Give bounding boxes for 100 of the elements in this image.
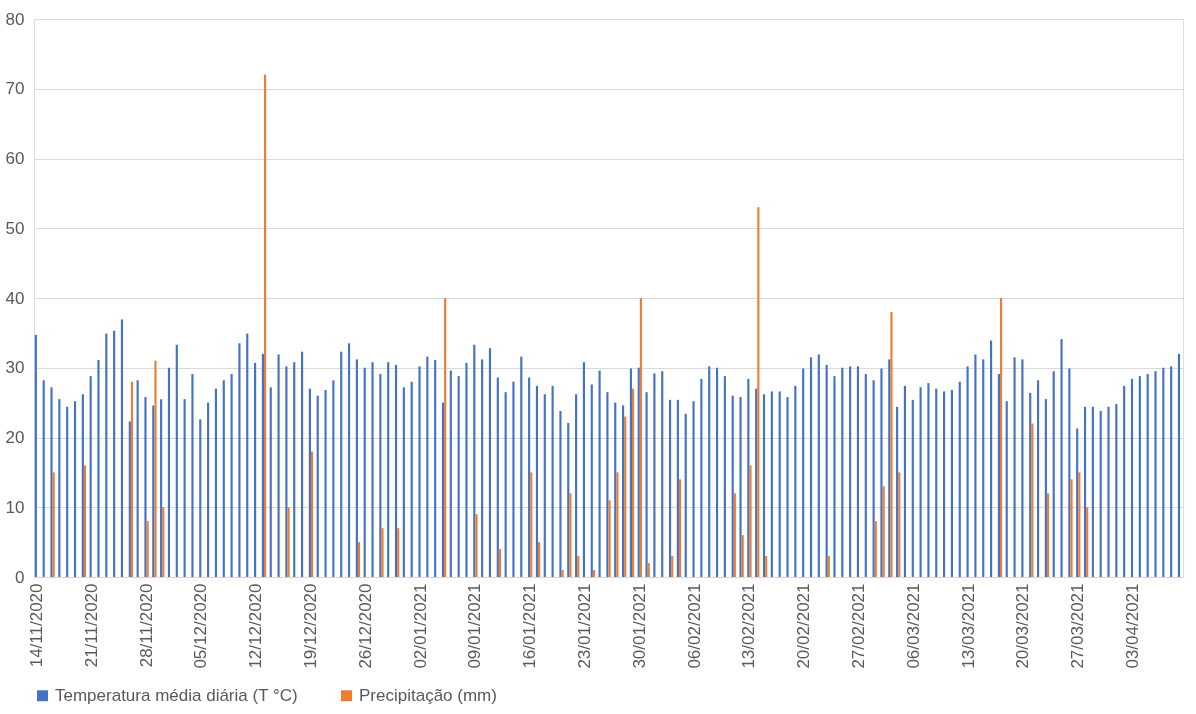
bar [598,370,601,577]
bar [577,556,580,577]
bar [332,380,335,577]
bar [543,394,546,577]
bar [1068,368,1071,577]
bar [324,390,327,577]
bar [958,381,961,577]
bar [222,380,225,577]
bar [130,381,134,577]
x-tick-label: 12/12/2020 [246,583,266,669]
bar [175,344,178,577]
bar [561,570,564,577]
y-tick-label: 30 [5,358,25,378]
bar [136,380,139,577]
bar [246,333,249,577]
bar [538,542,541,577]
bar [504,392,507,577]
bar [146,521,149,577]
bar [671,556,674,577]
bar [1086,507,1089,577]
bar [475,514,478,577]
bar [50,387,53,577]
x-tick-label: 02/01/2021 [410,583,430,669]
bar [708,366,711,577]
bar [974,354,977,577]
x-tick-label: 20/03/2021 [1013,583,1033,669]
bar [880,368,883,577]
bar [551,385,554,577]
x-tick-label: 20/02/2021 [794,583,814,669]
bar [128,421,131,577]
bar [457,376,460,577]
bar [997,374,1000,577]
y-tick-label: 70 [5,79,25,99]
bar [755,388,758,577]
x-tick-label: 30/01/2021 [629,583,649,669]
bar [631,388,635,577]
bar [647,563,650,577]
bar [397,528,400,577]
bar [520,356,523,577]
bar [1162,367,1165,577]
bar [449,370,452,577]
legend-label: Precipitação (mm) [359,685,497,705]
x-tick-label: 06/02/2021 [684,583,704,669]
y-tick-label: 80 [5,9,25,29]
x-tick-label: 27/02/2021 [849,583,869,669]
bar [1099,411,1102,577]
bar [1146,374,1149,577]
bar [592,570,595,577]
bar [120,319,124,577]
bar [434,360,437,577]
bar [1052,371,1055,577]
bar [199,419,202,577]
bar [34,334,37,577]
bar [113,330,116,577]
bar [1170,366,1173,577]
bar [277,354,280,577]
bar [285,366,288,577]
bar [162,507,165,577]
bar [381,528,384,577]
bar [340,351,343,577]
bar [678,479,682,577]
bar [1021,359,1024,577]
bar [786,397,789,577]
bar [83,465,87,577]
bar [238,343,241,577]
bar [214,388,218,577]
bar [1076,428,1079,577]
bar [645,392,648,577]
bar [1046,493,1050,577]
bar [105,333,108,577]
bar [1091,406,1094,577]
bar [757,207,760,577]
bar [888,359,891,577]
bar [52,472,55,577]
bar [379,374,382,577]
bar [355,359,358,577]
bar [300,351,304,577]
bar [316,395,319,577]
bar [864,374,867,577]
bar [1154,371,1157,577]
bar [42,380,45,577]
bar [817,354,820,577]
bar [269,387,272,577]
bar [1029,392,1032,577]
bar [668,399,672,577]
bar [890,311,893,577]
x-tick-label: 13/02/2021 [739,583,759,669]
bar [723,376,726,577]
bar [622,405,625,577]
bar [606,392,609,577]
bar [154,360,157,577]
bar [590,384,593,577]
x-tick-label: 03/04/2021 [1123,583,1143,669]
bar [1005,401,1008,577]
bar [481,359,484,577]
bar [982,359,985,577]
bar [794,385,797,577]
bar [856,366,860,577]
y-tick-label: 0 [15,567,25,587]
bar [58,399,61,577]
